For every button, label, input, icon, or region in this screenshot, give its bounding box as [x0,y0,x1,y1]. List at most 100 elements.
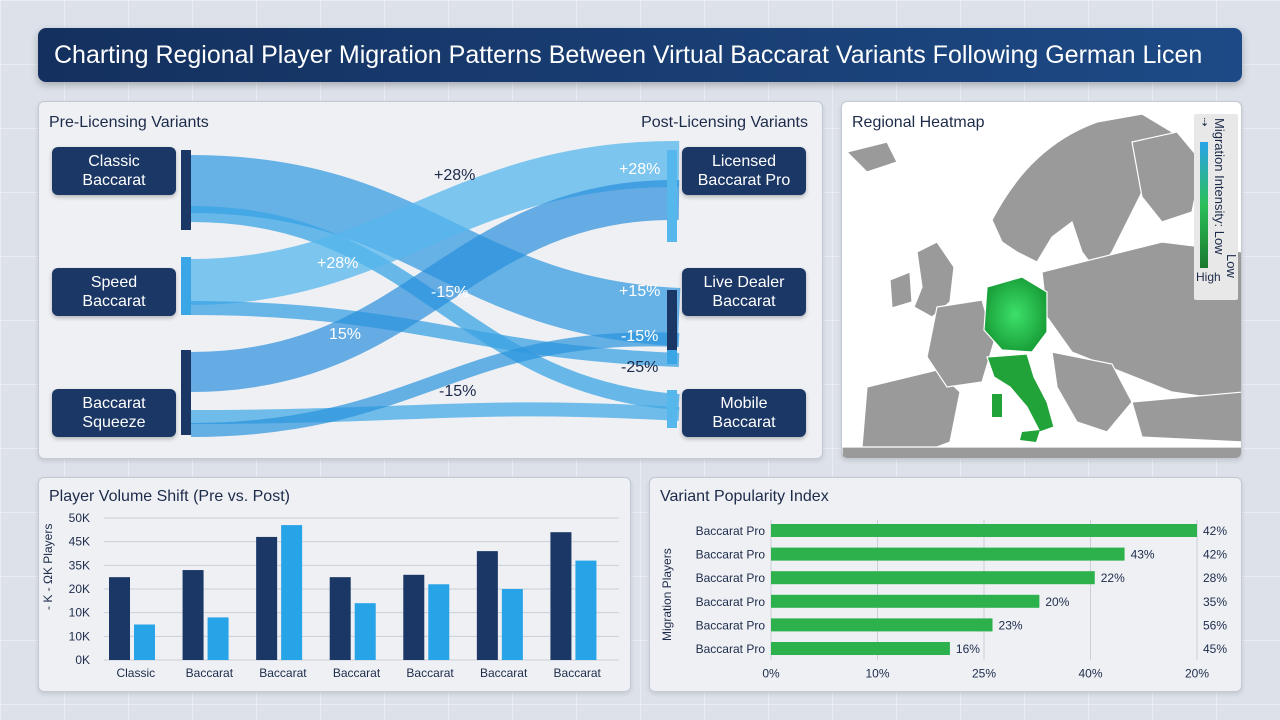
flow-speed-to-licensed [190,140,680,305]
flow-label: -15% [621,328,658,345]
node-baccarat-squeeze[interactable]: Baccarat Squeeze [52,389,176,437]
x-tick-label: 20% [1185,667,1209,681]
right-bar-live-2 [667,350,677,364]
bar-value-label: 20% [1045,595,1069,609]
sankey-flows: +28% +28% +28% -15% +15% 15% -15% -25% -… [181,140,681,437]
volume-chart-title: Player Volume Shift (Pre vs. Post) [49,488,290,505]
finland-shape [1131,131,1203,223]
bar [182,570,204,660]
flow-label: -25% [621,359,658,376]
bar [575,560,597,660]
node-licensed-baccarat-pro[interactable]: Licensed Baccarat Pro [682,147,806,195]
sardinia-highlight [992,394,1002,417]
category-label: Baccarat Pro [696,524,766,538]
x-tick-label: 25% [972,667,996,681]
x-tick-label: Classic [116,666,155,680]
right-bar-live [667,290,677,350]
sankey-right-title: Post-Licensing Variants [641,114,808,131]
x-tick-label: Baccarat [259,666,307,680]
sicily-highlight [1020,430,1040,442]
right-value-label: 42% [1203,524,1227,538]
flow-squeeze-to-mobile [190,402,680,424]
x-tick-label: 0% [762,667,780,681]
bar [134,624,155,660]
legend-label: Migration Intensity: Low [1212,118,1227,255]
bar [771,618,993,632]
legend-arrow-icon: ⇣ [1200,117,1210,129]
bar [550,532,572,660]
turkey-shape [1131,391,1241,443]
flow-label: +28% [619,161,660,178]
bar-value-label: 43% [1131,548,1155,562]
bar [771,547,1125,561]
bar [109,577,130,660]
bar [771,571,1095,585]
balkans-shape [1051,351,1133,433]
bar [403,574,425,660]
right-bar-licensed [667,150,677,242]
left-bar-speed [181,257,191,315]
popularity-chart-title: Variant Popularity Index [660,488,829,505]
node-speed-baccarat[interactable]: Speed Baccarat [52,268,176,316]
popularity-chart-svg: 0% 10% 25% 40% 20% Baccarat Pro 42% Baccarat Pr… [696,520,1227,681]
volume-panel: Player Volume Shift (Pre vs. Post) - K -… [38,477,631,692]
bar [501,589,523,660]
bar [256,536,278,660]
france-shape [926,299,995,388]
germany-highlight [983,276,1048,353]
sankey-left-title: Pre-Licensing Variants [49,114,209,131]
right-value-label: 45% [1203,642,1227,656]
scandinavia-shape [991,113,1173,273]
x-tick-label: 10% [865,667,889,681]
y-tick-label: 10K [69,606,90,620]
left-bar-squeeze [181,350,191,435]
dashboard-title: Charting Regional Player Migration Patte… [38,28,1242,82]
sankey-panel: Pre-Licensing Variants Post-Licensing Va… [38,101,823,459]
x-tick-label: Baccarat [406,666,454,680]
y-tick-label: 50K [69,511,90,525]
x-tick-label: 40% [1078,667,1102,681]
x-tick-label: Baccarat [186,666,234,680]
category-label: Baccarat Pro [696,595,766,609]
y-tick-label: 45K [69,535,90,549]
legend-low-label: Low [1224,254,1239,278]
x-tick-label: Baccarat [480,666,528,680]
category-label: Baccarat Pro [696,642,766,656]
heatmap-legend: ⇣ Migration Intensity: Low Low High [1194,114,1239,300]
bar [329,577,351,660]
flow-label: +15% [619,283,660,300]
bar [428,584,450,660]
x-tick-label: Baccarat [333,666,381,680]
italy-highlight [986,353,1055,433]
flow-label: -15% [439,383,476,400]
node-live-dealer-baccarat[interactable]: Live Dealer Baccarat [682,268,806,316]
bar [476,551,498,660]
popularity-panel: Variant Popularity Index Migration Playe… [649,477,1242,692]
heatmap-panel: Regional Heatmap ⇣ Migration Intensity: … [841,101,1242,459]
volume-chart-svg: 50K 45K 35K 20K 10K 10K 0K Classic Baccarat Bacca… [69,511,619,680]
flow-squeeze-to-mobile-2 [190,332,680,437]
x-tick-label: Baccarat [554,666,602,680]
y-tick-label: 0K [75,653,90,667]
flow-label: +28% [317,255,358,272]
flow-label: 15% [329,326,361,343]
bar-value-label: 22% [1101,571,1125,585]
node-classic-baccarat[interactable]: Classic Baccarat [52,147,176,195]
europe-map [842,113,1241,458]
bar [281,525,303,660]
right-value-label: 56% [1203,618,1227,632]
node-mobile-baccarat[interactable]: Mobile Baccarat [682,389,806,437]
bar [771,642,950,655]
flow-classic-to-live [190,155,681,346]
y-tick-label: 35K [69,558,90,572]
y-tick-label: 20K [69,582,90,596]
category-label: Baccarat Pro [696,571,766,585]
bar [207,617,229,660]
bar [354,603,376,660]
left-bar-classic [181,150,191,230]
right-value-label: 28% [1203,571,1227,585]
bar [771,594,1040,608]
y-tick-label: 10K [69,629,90,643]
legend-high-label: High [1196,270,1221,284]
category-label: Baccarat Pro [696,618,766,632]
